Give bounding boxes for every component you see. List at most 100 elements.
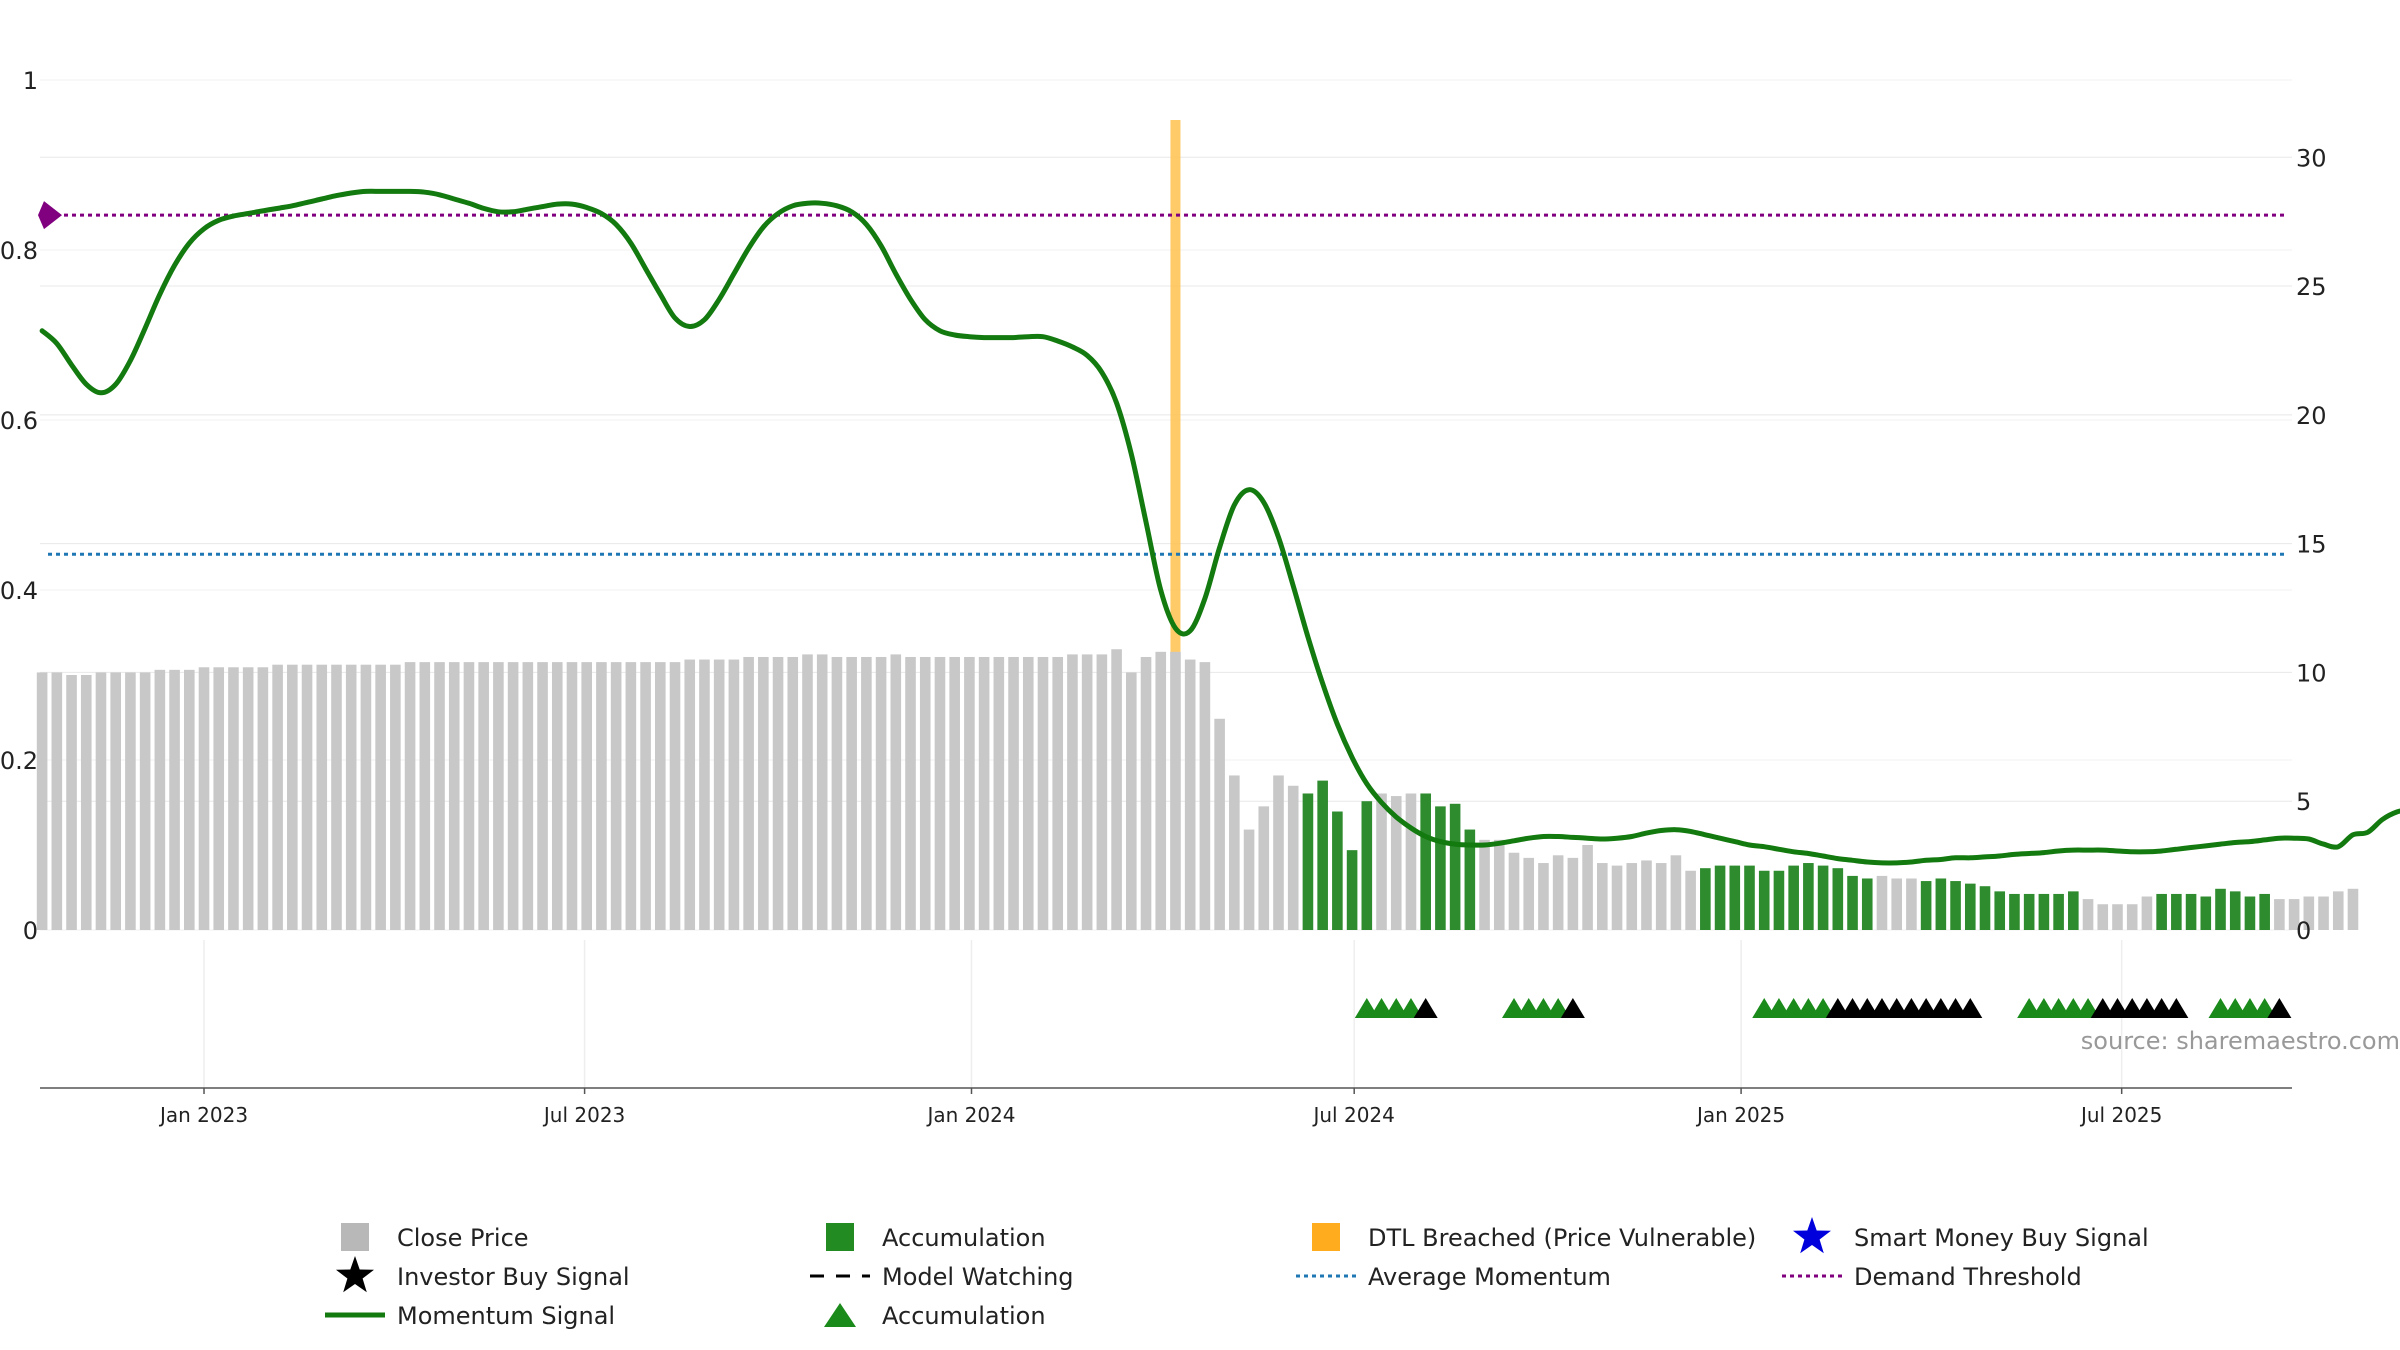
close-price-bar (934, 656, 946, 930)
accumulation-bar (1449, 803, 1461, 930)
accumulation-bar (1420, 793, 1431, 930)
close-price-bar (787, 656, 799, 930)
close-price-bar (331, 664, 342, 930)
close-price-bar (610, 662, 622, 930)
left-tick-label: 1 (23, 67, 38, 95)
dtl-breached-band (1170, 120, 1181, 930)
accumulation-bar (1788, 865, 1799, 930)
legend-label: Momentum Signal (397, 1302, 615, 1330)
legend-label: Average Momentum (1368, 1263, 1611, 1291)
legend-item-smart-money-buy-signal: Smart Money Buy Signal (1793, 1217, 2149, 1254)
left-tick-label: 0.8 (0, 237, 38, 265)
close-price-bar (80, 675, 92, 930)
close-price-bar (1479, 839, 1490, 930)
close-price-bar (831, 656, 843, 930)
close-price-bar (360, 664, 372, 930)
close-price-bar (2082, 899, 2094, 930)
accumulation-bar (2053, 893, 2064, 930)
close-price-bar (228, 667, 239, 930)
close-price-bar (1567, 857, 1579, 930)
close-price-bar (1493, 839, 1505, 930)
close-price-bar (1067, 654, 1078, 930)
legend-label: Accumulation (882, 1224, 1046, 1252)
close-price-bar (1258, 806, 1270, 930)
close-price-bar (1273, 775, 1284, 930)
close-price-bar (758, 656, 769, 930)
accumulation-bar (2185, 893, 2197, 930)
close-price-bar (1906, 878, 1917, 930)
close-price-bar (2112, 904, 2123, 930)
watching-triangle (2267, 998, 2292, 1018)
close-price-bar (1111, 649, 1122, 930)
legend-item-demand-threshold: Demand Threshold (1782, 1263, 2082, 1291)
close-price-bar (2288, 899, 2300, 930)
close-price-bar (1214, 718, 1225, 930)
close-price-bar (2126, 904, 2138, 930)
legend-item-model-watching: Model Watching (810, 1263, 1074, 1291)
close-price-bar (993, 656, 1005, 930)
close-price-bar (1685, 870, 1696, 930)
close-price-bar (875, 656, 887, 930)
close-price-bar (537, 662, 548, 930)
close-price-bar (478, 662, 489, 930)
close-price-bar (272, 664, 283, 930)
accumulation-bar (1302, 793, 1314, 930)
accumulation-bar (1964, 883, 1976, 930)
accumulation-bar (2038, 893, 2050, 930)
accumulation-bar (1994, 891, 2006, 930)
close-price-bar (1552, 855, 1564, 930)
left-tick-label: 0.4 (0, 577, 38, 605)
legend-label: Demand Threshold (1854, 1263, 2082, 1291)
accumulation-bar (2244, 896, 2256, 930)
close-price-bar (551, 662, 563, 930)
close-price-bar (110, 672, 121, 930)
close-price-bar (1876, 875, 1888, 930)
close-price-bar (816, 654, 828, 930)
legend-triangle-icon (824, 1303, 856, 1327)
close-price-bar (183, 669, 195, 930)
legend-swatch (341, 1223, 369, 1251)
close-price-bar (522, 662, 534, 930)
right-tick-label: 30 (2296, 144, 2327, 172)
legend-star-icon (336, 1256, 374, 1293)
close-price-bar (1022, 656, 1034, 930)
accumulation-bar (1832, 868, 1844, 930)
accumulation-bar (1332, 811, 1343, 930)
close-price-bar (890, 654, 902, 930)
close-price-bar (1199, 662, 1211, 930)
close-price-bar (1037, 656, 1049, 930)
legend-label: Accumulation (882, 1302, 1046, 1330)
accumulation-bar (1803, 863, 1814, 930)
legend-item-momentum-signal: Momentum Signal (325, 1302, 615, 1330)
close-price-bar (581, 662, 593, 930)
accumulation-bar (1700, 868, 1711, 930)
close-price-bar (1081, 654, 1093, 930)
right-tick-label: 15 (2296, 531, 2327, 559)
close-price-bar (375, 664, 386, 930)
accumulation-bar (1950, 881, 1961, 930)
close-price-bar (905, 656, 916, 930)
watching-triangle (1413, 998, 1438, 1018)
legend-swatch (826, 1223, 854, 1251)
x-tick-label: Jan 2023 (158, 1103, 248, 1127)
accumulation-bar (1979, 886, 1991, 930)
close-price-bar (316, 664, 328, 930)
right-tick-label: 0 (2296, 917, 2311, 945)
legend-label: DTL Breached (Price Vulnerable) (1368, 1224, 1756, 1252)
close-price-bar (1287, 785, 1299, 930)
axes: Jan 2023 Jul 2023 Jan 2024 Jul 2024 Jan 2025… (0, 67, 2327, 1127)
close-price-bar (684, 659, 696, 930)
close-price-bar (51, 672, 63, 930)
close-price-bar (2332, 891, 2344, 930)
accumulation-bar (2068, 891, 2079, 930)
close-price-bar (125, 672, 136, 930)
accumulation-bar (1464, 829, 1476, 930)
close-price-bar (1243, 829, 1255, 930)
close-price-bar (1008, 656, 1019, 930)
accumulation-bar (1920, 881, 1932, 930)
close-price-bar (861, 656, 872, 930)
close-price-bar (699, 659, 710, 930)
close-price-bar (1140, 656, 1152, 930)
close-price-bar (1538, 863, 1549, 930)
